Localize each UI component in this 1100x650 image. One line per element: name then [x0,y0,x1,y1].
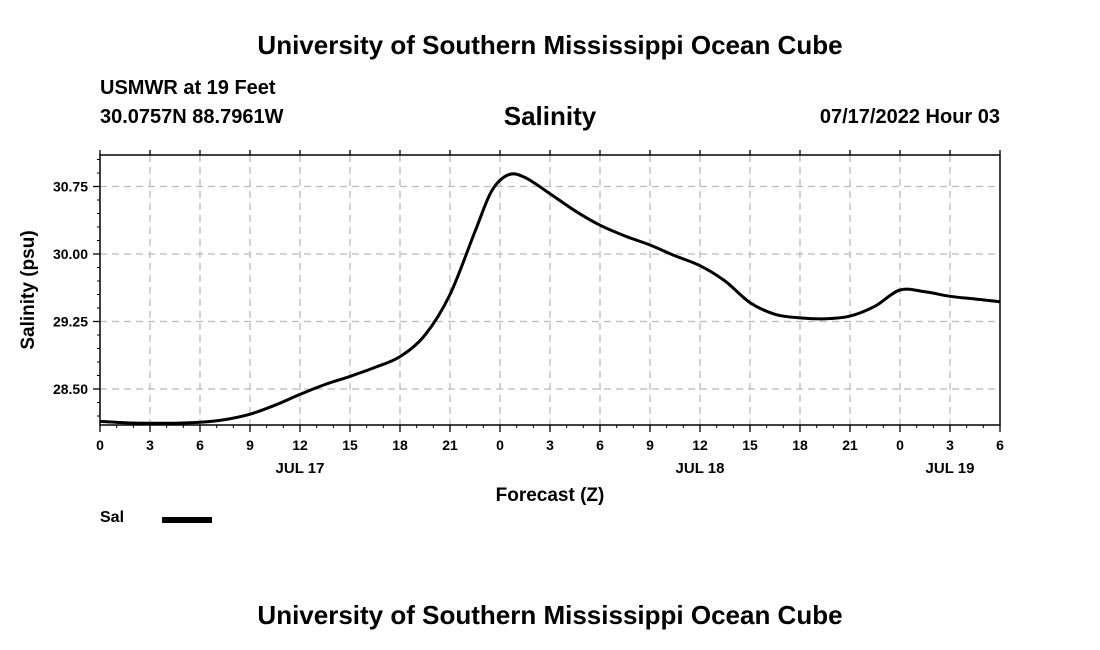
x-tick-label: 12 [292,437,308,453]
x-tick-label: 21 [842,437,858,453]
station-name: USMWR at 19 Feet [100,77,276,99]
x-tick-label: 3 [546,437,554,453]
x-axis-title: Forecast (Z) [496,485,605,506]
y-axis-title: Salinity (psu) [18,230,39,349]
day-label: JUL 18 [676,460,725,477]
x-tick-label: 15 [342,437,358,453]
x-tick-label: 18 [792,437,808,453]
x-tick-label: 0 [496,437,504,453]
x-tick-label: 18 [392,437,408,453]
x-tick-label: 9 [646,437,654,453]
station-coordinates: 30.0757N 88.7961W [100,106,284,128]
x-tick-label: 6 [596,437,604,453]
y-tick-label: 29.25 [53,314,88,330]
x-tick-label: 0 [96,437,104,453]
y-tick-label: 28.50 [53,381,88,397]
footer-title: University of Southern Mississippi Ocean… [257,600,843,630]
chart-title: Salinity [503,101,597,131]
y-tick-label: 30.75 [53,179,88,195]
series-layer [99,172,1001,425]
x-tick-label: 3 [946,437,954,453]
day-label: JUL 17 [276,460,325,477]
axes [93,150,1001,432]
x-tick-label: 0 [896,437,904,453]
x-tick-label: 12 [692,437,708,453]
legend-label: Sal [100,509,125,526]
day-label: JUL 19 [926,460,975,477]
forecast-datetime: 07/17/2022 Hour 03 [819,106,1000,128]
x-tick-label: 21 [442,437,458,453]
x-tick-label: 9 [246,437,254,453]
y-tick-label: 30.00 [53,246,88,262]
x-tick-label: 6 [196,437,204,453]
page-title: University of Southern Mississippi Ocean… [257,30,843,60]
x-tick-label: 15 [742,437,758,453]
grid [100,155,1000,425]
axis-labels: 0 3 6 9 12 15 18 21 0 3 6 9 12 15 18 21 0 3 6 28.50 29.25 30.… [18,179,1004,507]
legend-line-swatch [162,517,212,523]
x-tick-label: 3 [146,437,154,453]
series-line-sal [99,172,1001,425]
x-tick-label: 6 [996,437,1004,453]
